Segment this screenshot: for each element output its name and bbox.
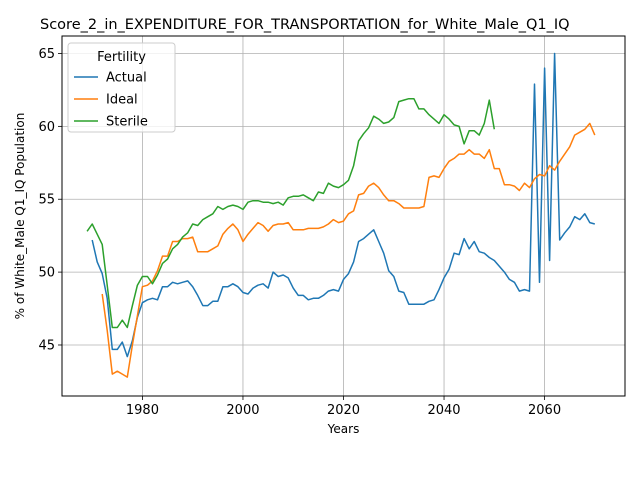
y-tick-label: 65 bbox=[38, 47, 55, 62]
x-axis-ticks: 1980 2000 2020 2040 2060 bbox=[126, 396, 561, 418]
legend-title: Fertility bbox=[97, 50, 146, 65]
y-tick-label: 45 bbox=[38, 338, 55, 353]
x-tick-label: 2020 bbox=[327, 403, 360, 418]
y-tick-label: 60 bbox=[38, 120, 55, 135]
y-axis-label: % of White_Male Q1_IQ Population bbox=[13, 113, 27, 320]
y-tick-label: 55 bbox=[38, 193, 55, 208]
x-axis-label: Years bbox=[327, 422, 360, 436]
x-tick-label: 2060 bbox=[528, 403, 561, 418]
legend-label: Actual bbox=[106, 71, 147, 86]
series-line-ideal bbox=[102, 123, 595, 377]
legend: Fertility Actual Ideal Sterile bbox=[68, 43, 175, 132]
y-tick-label: 50 bbox=[38, 266, 55, 281]
legend-label: Sterile bbox=[106, 115, 148, 130]
series-line-sterile bbox=[87, 99, 494, 328]
x-tick-label: 2000 bbox=[226, 403, 259, 418]
x-tick-label: 1980 bbox=[126, 403, 159, 418]
y-axis-ticks: 45 50 55 60 65 bbox=[38, 47, 62, 353]
legend-label: Ideal bbox=[106, 93, 138, 108]
x-tick-label: 2040 bbox=[427, 403, 460, 418]
chart-title: Score_2_in_EXPENDITURE_FOR_TRANSPORTATIO… bbox=[40, 17, 570, 33]
